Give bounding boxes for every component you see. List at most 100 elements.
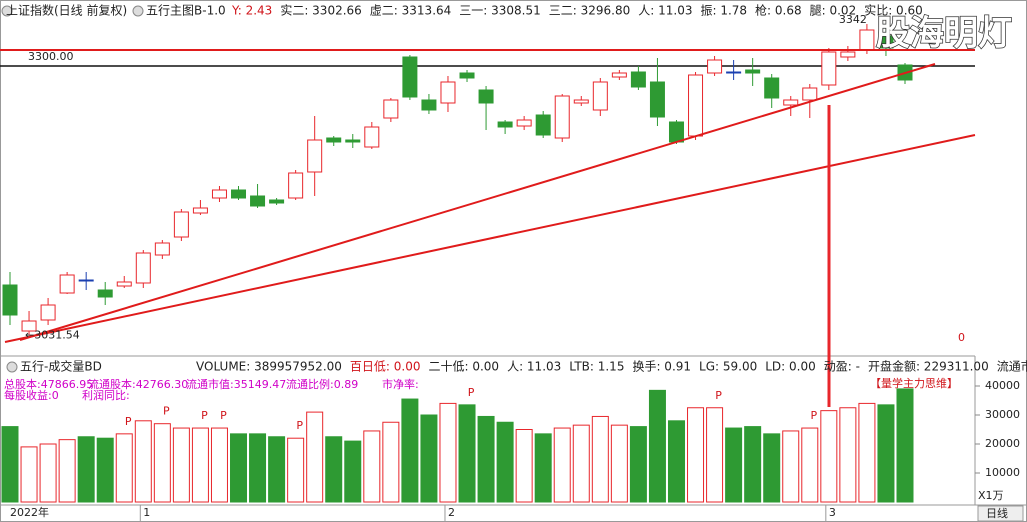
- volume-bar: [744, 426, 762, 503]
- volume-bar: [420, 414, 438, 503]
- candle-body: [326, 137, 342, 143]
- volume-bar: [382, 421, 400, 503]
- candle-body: [516, 119, 532, 127]
- volume-bar: [191, 427, 209, 503]
- candle-body: [250, 195, 266, 207]
- volume-bar: [534, 433, 552, 503]
- candle-body: [173, 211, 189, 238]
- volume-flag: P: [220, 409, 227, 422]
- candle-body: [802, 87, 818, 101]
- volume-bar: [877, 404, 895, 503]
- volume-bar: [648, 389, 666, 503]
- trend-line: [19, 63, 936, 341]
- volume-bar: [153, 423, 171, 503]
- volume-flag: P: [715, 389, 722, 402]
- indicator-value: 虚二: 3313.64: [370, 4, 451, 18]
- volume-flag: P: [125, 415, 132, 428]
- indicator-value: 枪: 0.68: [755, 3, 802, 18]
- candle-body: [440, 81, 456, 104]
- volume-bar: [439, 402, 457, 503]
- candle-body: [78, 279, 94, 282]
- volume-bar: [115, 433, 133, 503]
- candle-body: [497, 121, 513, 128]
- candle-body: [345, 139, 361, 143]
- volume-bar: [591, 415, 609, 503]
- candle-body: [649, 81, 665, 118]
- candle-body: [154, 242, 170, 256]
- indicator-value: 三二: 3296.80: [549, 4, 630, 18]
- candle-body: [231, 189, 247, 199]
- candle-body: [688, 74, 704, 137]
- candle-body: [269, 199, 285, 204]
- volume-bar: [287, 437, 305, 503]
- price-annotation: 3342: [839, 13, 867, 26]
- volume-flag: P: [810, 409, 817, 422]
- volume-info: 每股收益:0: [4, 388, 59, 402]
- volume-title: 五行-成交量BD: [20, 359, 102, 374]
- candle-body: [573, 99, 589, 104]
- volume-bar: [96, 437, 114, 503]
- volume-bar: [325, 436, 343, 503]
- volume-indicator: 人: 11.03: [507, 360, 561, 374]
- candle-body: [364, 126, 380, 148]
- trend-line: [4, 134, 976, 343]
- x-tick-label: 2: [448, 506, 455, 519]
- candle-body: [421, 99, 437, 111]
- volume-bar: [725, 427, 743, 503]
- volume-bar: [344, 440, 362, 503]
- menu-icon[interactable]: [1, 5, 13, 17]
- candle-body: [40, 304, 56, 321]
- menu-icon[interactable]: [132, 5, 144, 17]
- candle-body: [2, 284, 18, 316]
- volume-bar: [858, 402, 876, 503]
- volume-bar: [363, 430, 381, 503]
- volume-bar: [820, 410, 838, 503]
- y-tick-label: 10000: [985, 466, 1020, 479]
- volume-flag: P: [201, 409, 208, 422]
- volume-bar: [230, 433, 248, 503]
- chart-title: 上证指数(日线 前复权): [6, 3, 127, 18]
- candle-body: [211, 189, 227, 199]
- candle-body: [383, 99, 399, 119]
- volume-bar: [172, 427, 190, 503]
- candle-body: [783, 99, 799, 106]
- volume-indicator: 流通市值:: [997, 359, 1027, 374]
- candle-body: [459, 72, 475, 79]
- candle-body: [859, 29, 875, 51]
- candle-body: [630, 71, 646, 88]
- volume-indicator: 动盈: -: [824, 360, 860, 374]
- candle-body: [611, 72, 627, 78]
- period-tab[interactable]: [977, 505, 1024, 522]
- volume-bar: [515, 429, 533, 503]
- volume-info: 利润同比:: [82, 388, 130, 402]
- volume-bar: [249, 433, 267, 503]
- volume-info: 市净率:: [382, 377, 419, 391]
- reference-label: 3300.00: [28, 50, 74, 63]
- volume-bar: [763, 433, 781, 503]
- volume-info: 流通比例:0.89: [286, 377, 358, 391]
- indicator-value: 三一: 3308.51: [459, 4, 540, 18]
- volume-info: 流通市值:35149.47: [186, 377, 286, 391]
- indicator-value: 实比: 0.60: [864, 3, 923, 18]
- volume-bar: [39, 443, 57, 503]
- volume-bar: [210, 427, 228, 503]
- volume-indicator: VOLUME: 389957952.00: [196, 360, 342, 374]
- candle-body: [707, 59, 723, 74]
- volume-bar: [477, 415, 495, 503]
- candle-body: [135, 252, 151, 284]
- candle-body: [726, 71, 742, 74]
- volume-bar: [20, 446, 38, 503]
- volume-bar: [306, 411, 324, 503]
- indicator-value: 振: 1.78: [700, 4, 747, 18]
- volume-bar: [572, 424, 590, 503]
- price-annotation: ←3031.54: [25, 328, 80, 341]
- candle-body: [592, 81, 608, 111]
- candle-body: [764, 77, 780, 99]
- period-tab-label[interactable]: 日线: [986, 506, 1008, 520]
- menu-icon[interactable]: [6, 361, 18, 373]
- year-label: 2022年: [10, 505, 49, 519]
- candle-body: [535, 114, 551, 136]
- volume-bar: [134, 420, 152, 503]
- candle-body: [59, 274, 75, 294]
- candle-body: [307, 139, 323, 173]
